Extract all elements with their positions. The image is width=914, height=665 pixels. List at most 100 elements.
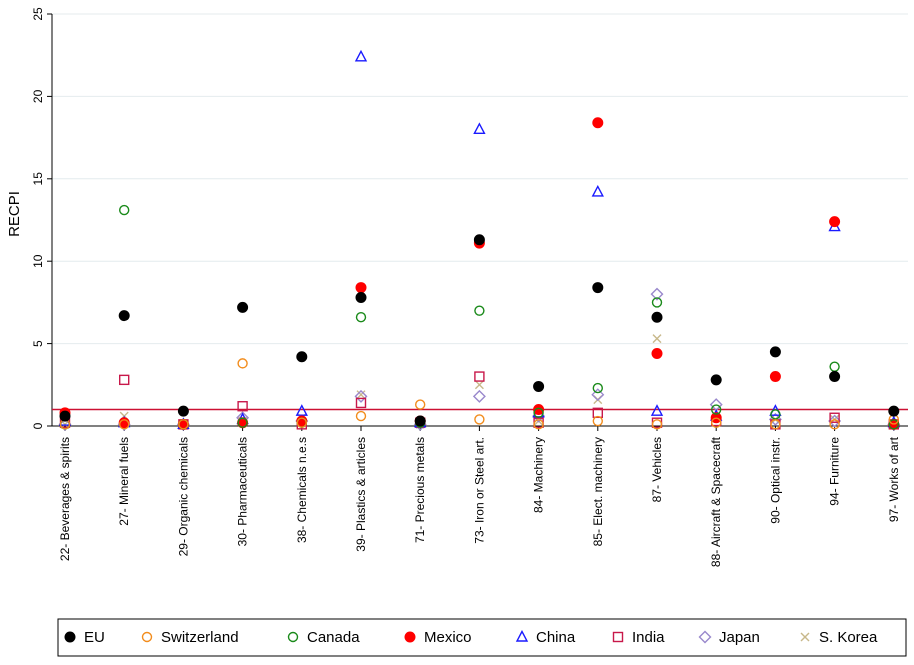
data-point-switzerland <box>711 417 722 428</box>
data-point-india <box>237 401 248 412</box>
marks-layer <box>58 49 901 431</box>
cross-stroke <box>474 380 484 390</box>
y-tick-label: 5 <box>31 340 45 347</box>
data-point-canada <box>651 297 663 308</box>
data-point-eu <box>118 310 130 322</box>
data-point-switzerland <box>592 415 603 427</box>
y-tick-label: 10 <box>31 254 45 268</box>
legend-label-india: India <box>632 629 665 646</box>
data-point-eu <box>651 311 663 323</box>
legend-marker-mexico <box>404 631 416 643</box>
cross-stroke <box>356 390 366 400</box>
legend-marker-s-korea <box>800 632 810 642</box>
data-point-india <box>592 407 603 419</box>
x-tick-label: 39- Plastics & articles <box>354 437 368 552</box>
axis-layer: 0 5 10 15 20 25 22- Beverages & spirits 27- Min… <box>31 7 908 567</box>
legend-marker-japan <box>698 630 712 644</box>
data-point-eu <box>710 374 722 386</box>
x-tick-label: 87- Vehicles <box>650 437 664 502</box>
data-point-eu <box>355 291 367 303</box>
data-point-eu <box>414 415 426 427</box>
data-point-eu <box>592 282 604 294</box>
data-point-india <box>118 374 130 386</box>
data-point-india <box>829 412 840 423</box>
data-point-canada <box>533 407 544 419</box>
data-point-india <box>474 371 485 382</box>
data-point-switzerland <box>237 358 248 369</box>
data-point-canada <box>829 361 840 372</box>
legend-marker-switzerland <box>141 631 153 643</box>
data-point-china <box>473 122 486 135</box>
data-point-china <box>295 404 308 416</box>
data-point-china <box>650 404 664 416</box>
data-point-canada <box>237 417 248 428</box>
legend-marker-china <box>515 629 529 642</box>
data-point-mexico <box>533 404 545 416</box>
legend-marker-eu <box>64 631 76 643</box>
x-tick-label: 29- Organic chemicals <box>176 437 190 556</box>
data-point-eu <box>237 301 249 313</box>
y-tick-label: 20 <box>31 89 45 103</box>
data-point-japan <box>591 388 605 402</box>
data-point-mexico <box>355 282 367 294</box>
legend: EU Switzerland Canada Mexico China India Japan… <box>57 618 907 657</box>
legend-label-china: China <box>536 629 576 646</box>
data-point-eu <box>829 371 841 383</box>
data-point-s-korea <box>652 334 662 344</box>
data-point-eu <box>533 380 545 392</box>
data-point-mexico <box>651 347 663 359</box>
legend-box <box>57 618 907 657</box>
data-point-switzerland <box>474 414 485 425</box>
data-point-canada <box>770 409 781 420</box>
data-point-eu <box>473 234 485 246</box>
data-point-switzerland <box>296 417 307 428</box>
x-tick-label: 22- Beverages & spirits <box>58 437 72 561</box>
data-point-s-korea <box>474 380 484 390</box>
legend-label-japan: Japan <box>719 629 760 646</box>
data-point-switzerland <box>651 419 663 430</box>
series-eu <box>59 234 900 427</box>
data-point-eu <box>177 405 189 417</box>
data-point-switzerland <box>533 419 544 430</box>
data-point-canada <box>888 419 899 430</box>
cross-stroke <box>652 334 662 344</box>
x-tick-label: 73- Iron or Steel art. <box>472 437 486 544</box>
x-tick-label: 84- Machinery <box>532 437 546 513</box>
data-point-switzerland <box>415 399 426 410</box>
y-tick-label: 0 <box>31 422 45 429</box>
x-tick-label: 30- Pharmaceuticals <box>236 437 250 546</box>
data-point-japan <box>828 414 842 428</box>
data-point-japan <box>472 389 486 403</box>
data-point-eu <box>59 410 71 422</box>
data-point-japan <box>354 389 368 403</box>
data-point-mexico <box>592 117 604 129</box>
legend-label-mexico: Mexico <box>424 629 472 646</box>
x-tick-label: 97- Works of art <box>887 436 901 522</box>
data-point-canada <box>474 305 485 316</box>
x-tick-label: 88- Aircraft & Spacecraft <box>709 436 723 567</box>
x-tick-label: 38- Chemicals n.e.s <box>295 437 309 543</box>
legend-label-s-korea: S. Korea <box>819 629 878 646</box>
legend-label-eu: EU <box>84 629 105 646</box>
data-point-switzerland <box>770 419 781 430</box>
legend-marker-canada <box>287 631 299 643</box>
x-tick-label: 90- Optical instr. <box>768 437 782 524</box>
data-point-canada <box>355 312 367 323</box>
data-point-china <box>354 49 368 62</box>
cross-stroke <box>800 632 810 642</box>
y-tick-label: 15 <box>31 172 45 186</box>
x-tick-label: 71- Precious metals <box>413 437 427 543</box>
data-point-eu <box>888 405 900 417</box>
x-tick-label: 85- Elect. machinery <box>591 437 605 546</box>
data-point-switzerland <box>178 419 189 430</box>
data-point-switzerland <box>829 419 840 430</box>
data-point-japan <box>650 287 664 301</box>
data-point-eu <box>769 346 781 358</box>
legend-label-switzerland: Switzerland <box>161 629 239 646</box>
data-point-eu <box>296 351 308 363</box>
data-point-china <box>591 184 604 197</box>
grid-layer <box>52 13 908 427</box>
y-axis-label: RECPI <box>6 191 23 237</box>
data-point-mexico <box>829 216 841 228</box>
